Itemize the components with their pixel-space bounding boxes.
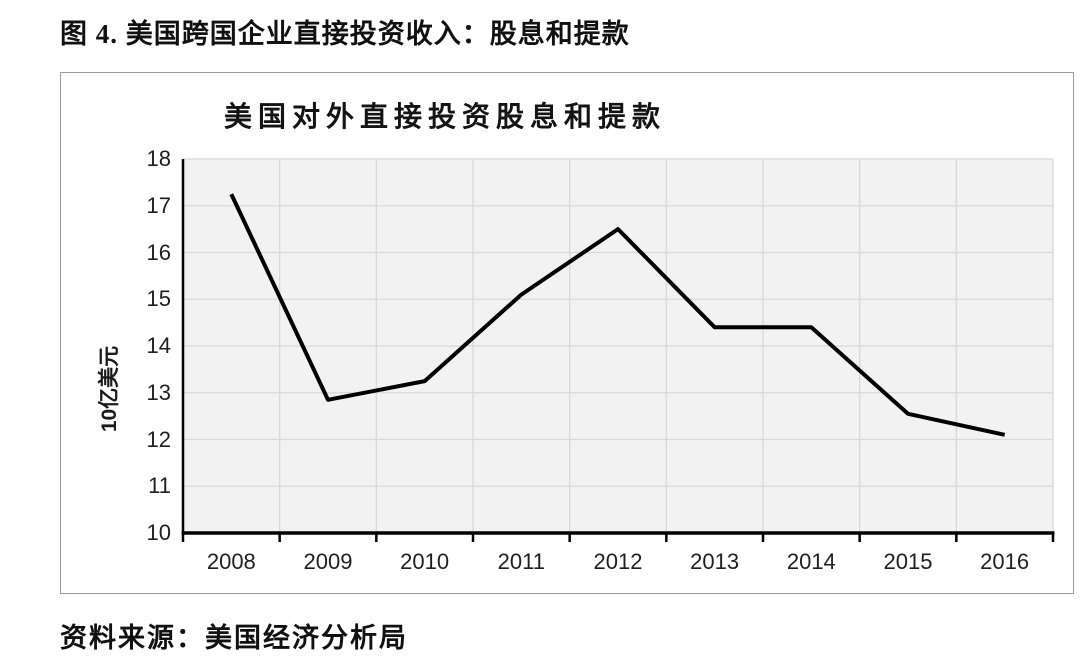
y-tick-label: 12 xyxy=(146,426,171,452)
line-chart-plot xyxy=(181,158,1055,542)
y-tick-label: 11 xyxy=(148,473,171,499)
x-tick-label: 2013 xyxy=(690,549,740,574)
x-tick-label: 2016 xyxy=(980,549,1030,574)
x-tick-label: 2014 xyxy=(786,549,836,574)
figure-title: 图 4. 美国跨国企业直接投资收入：股息和提款 xyxy=(60,19,630,49)
y-tick-label: 18 xyxy=(146,146,171,171)
x-tick-label: 2011 xyxy=(497,549,545,574)
y-tick-label: 15 xyxy=(146,286,171,312)
y-tick-label: 14 xyxy=(146,333,171,358)
x-tick-label: 2015 xyxy=(883,549,933,574)
chart-title: 美国对外直接投资股息和提款 xyxy=(224,102,667,133)
source-note: 资料来源：美国经济分析局 xyxy=(60,623,408,653)
y-tick-label: 13 xyxy=(146,379,171,405)
x-tick-label: 2010 xyxy=(400,549,450,574)
y-tick-label: 10 xyxy=(146,520,171,545)
chart-container: 美国对外直接投资股息和提款 10亿美元 10 11 12 13 14 15 16 17 18 2… xyxy=(60,72,1074,594)
y-tick-label: 17 xyxy=(146,192,171,218)
x-tick-label: 2012 xyxy=(593,549,643,574)
data-series-line xyxy=(229,193,1006,437)
y-tick-label: 16 xyxy=(146,239,171,265)
x-tick-label: 2009 xyxy=(303,549,353,574)
x-tick-label: 2008 xyxy=(206,549,256,574)
